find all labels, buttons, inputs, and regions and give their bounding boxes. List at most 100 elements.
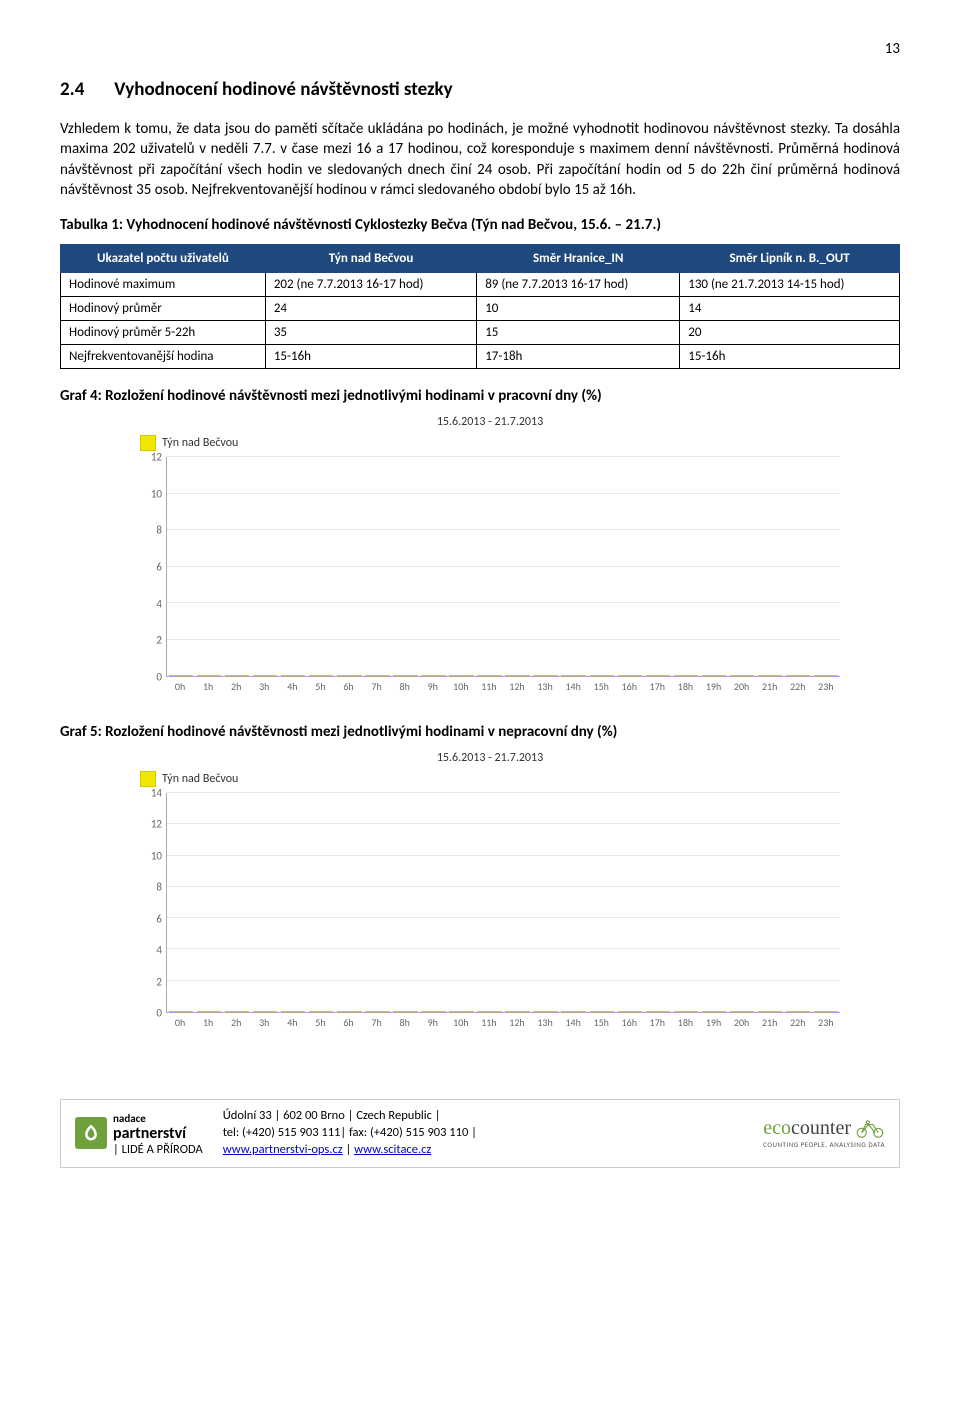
chart5: 15.6.2013 - 21.7.2013 Týn nad Bečvou 024…: [140, 751, 840, 1029]
y-tick-label: 6: [156, 561, 162, 574]
bar: [365, 1011, 389, 1012]
bar: [533, 675, 557, 676]
bar-slot: [644, 1011, 672, 1012]
bar: [477, 1011, 501, 1012]
x-tick-label: 21h: [756, 677, 784, 693]
x-tick-label: 1h: [194, 677, 222, 693]
eco-brand: eco: [763, 1117, 791, 1139]
x-tick-label: 8h: [391, 1013, 419, 1029]
x-tick-label: 2h: [222, 677, 250, 693]
bar-slot: [307, 675, 335, 676]
x-tick-label: 5h: [306, 677, 334, 693]
x-tick-label: 5h: [306, 1013, 334, 1029]
table-cell: 20: [680, 321, 900, 345]
table-row: Hodinové maximum202 (ne 7.7.2013 16-17 h…: [61, 273, 900, 297]
x-tick-label: 2h: [222, 1013, 250, 1029]
chart5-plot: [166, 793, 840, 1013]
bar: [365, 675, 389, 676]
bar-slot: [672, 675, 700, 676]
bar-slot: [532, 675, 560, 676]
bar: [618, 675, 642, 676]
bar-slot: [307, 1011, 335, 1012]
x-tick-label: 14h: [559, 677, 587, 693]
x-tick-label: 8h: [391, 677, 419, 693]
chart4-y-axis: 024681012: [140, 457, 166, 677]
bar: [786, 1011, 810, 1012]
eco-sub: COUNTING PEOPLE, ANALYSING DATA: [763, 1140, 885, 1149]
bar-slot: [363, 1011, 391, 1012]
bar-slot: [504, 675, 532, 676]
x-tick-label: 10h: [447, 1013, 475, 1029]
bar-slot: [167, 1011, 195, 1012]
bar-slot: [588, 1011, 616, 1012]
x-tick-label: 16h: [615, 677, 643, 693]
data-table: Ukazatel počtu uživatelůTýn nad BečvouSm…: [60, 244, 900, 369]
bar: [309, 675, 333, 676]
y-tick-label: 4: [156, 944, 162, 957]
y-tick-label: 4: [156, 597, 162, 610]
x-tick-label: 12h: [503, 677, 531, 693]
bar-slot: [728, 675, 756, 676]
body-paragraph: Vzhledem k tomu, že data jsou do paměti …: [60, 119, 900, 200]
x-tick-label: 19h: [699, 677, 727, 693]
x-tick-label: 23h: [812, 1013, 840, 1029]
chart4-plot: [166, 457, 840, 677]
x-tick-label: 3h: [250, 1013, 278, 1029]
nadace-main: partnerství: [113, 1124, 186, 1143]
footer-link-1[interactable]: www.partnerstvi-ops.cz: [223, 1142, 343, 1157]
chart4-title: 15.6.2013 - 21.7.2013: [140, 415, 840, 429]
bar-slot: [167, 675, 195, 676]
x-tick-label: 20h: [728, 1013, 756, 1029]
y-tick-label: 12: [151, 818, 162, 831]
x-tick-label: 18h: [671, 1013, 699, 1029]
x-tick-label: 20h: [728, 677, 756, 693]
page-footer: nadace partnerství | LIDÉ A PŘÍRODA Údol…: [60, 1099, 900, 1168]
bar-slot: [616, 675, 644, 676]
bar: [674, 675, 698, 676]
bar-slot: [391, 1011, 419, 1012]
x-tick-label: 6h: [334, 1013, 362, 1029]
legend-swatch: [140, 435, 156, 451]
bar-slot: [279, 675, 307, 676]
bar: [505, 1011, 529, 1012]
x-tick-label: 18h: [671, 677, 699, 693]
x-tick-label: 10h: [447, 677, 475, 693]
x-tick-label: 19h: [699, 1013, 727, 1029]
x-tick-label: 0h: [166, 1013, 194, 1029]
x-tick-label: 15h: [587, 1013, 615, 1029]
chart5-x-axis: 0h1h2h3h4h5h6h7h8h9h10h11h12h13h14h15h16…: [166, 1013, 840, 1029]
table-cell: 24: [265, 297, 476, 321]
bar-slot: [700, 675, 728, 676]
table-cell: 15: [477, 321, 680, 345]
bar-slot: [560, 1011, 588, 1012]
x-tick-label: 1h: [194, 1013, 222, 1029]
bar: [590, 675, 614, 676]
table-cell: 130 (ne 21.7.2013 14-15 hod): [680, 273, 900, 297]
bar: [505, 675, 529, 676]
bar: [309, 1011, 333, 1012]
bar: [449, 1011, 473, 1012]
bar-slot: [251, 1011, 279, 1012]
x-tick-label: 14h: [559, 1013, 587, 1029]
bar-slot: [560, 675, 588, 676]
chart5-caption: Graf 5: Rozložení hodinové návštěvnosti …: [60, 723, 900, 741]
chart4-caption: Graf 4: Rozložení hodinové návštěvnosti …: [60, 387, 900, 405]
footer-link-2[interactable]: www.scitace.cz: [354, 1142, 431, 1157]
bar-slot: [223, 1011, 251, 1012]
heading-number: 2.4: [60, 78, 110, 101]
table-header: Ukazatel počtu uživatelů: [61, 245, 266, 273]
legend-label: Týn nad Bečvou: [162, 436, 238, 450]
bar: [786, 675, 810, 676]
legend-swatch: [140, 771, 156, 787]
table-cell: 15-16h: [265, 345, 476, 369]
x-tick-label: 22h: [784, 677, 812, 693]
x-tick-label: 11h: [475, 1013, 503, 1029]
table-cell: Hodinové maximum: [61, 273, 266, 297]
chart4-x-axis: 0h1h2h3h4h5h6h7h8h9h10h11h12h13h14h15h16…: [166, 677, 840, 693]
x-tick-label: 7h: [363, 1013, 391, 1029]
y-tick-label: 2: [156, 634, 162, 647]
y-tick-label: 0: [156, 671, 162, 684]
chart5-legend: Týn nad Bečvou: [140, 771, 840, 787]
bar: [449, 675, 473, 676]
y-tick-label: 6: [156, 912, 162, 925]
